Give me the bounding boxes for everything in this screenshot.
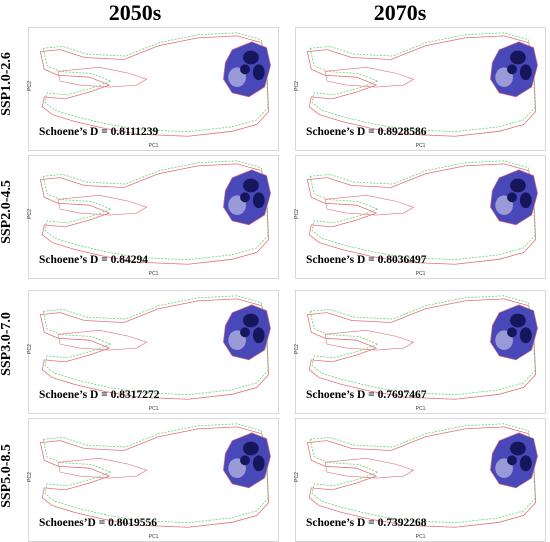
niche-density-high bbox=[507, 455, 517, 466]
schoener-d-label: Schoene’s D = 0.8036497 bbox=[306, 254, 427, 266]
row-label-ssp126: SSP1.0-2.6 bbox=[0, 52, 14, 116]
range-outline-green bbox=[309, 160, 536, 261]
niche-density-high bbox=[507, 192, 517, 203]
niche-plot bbox=[306, 295, 538, 400]
niche-density-high bbox=[507, 64, 517, 75]
range-outline-green bbox=[42, 423, 269, 524]
niche-panel: PC1 PC2 Schoene’s D = 0.8928586 bbox=[293, 27, 546, 151]
schoener-d-label: Schoene’s D = 0.8111239 bbox=[39, 126, 159, 138]
y-axis-label: PC2 bbox=[293, 344, 300, 354]
column-header-2070s: 2070s bbox=[373, 0, 427, 25]
niche-panel: PC1 PC2 Schoene’s D = 0.8111239 bbox=[26, 27, 279, 151]
x-axis-label: PC1 bbox=[148, 271, 159, 277]
x-axis-label: PC1 bbox=[415, 406, 426, 412]
inner-outline-red bbox=[324, 195, 415, 216]
y-axis-label: PC2 bbox=[293, 81, 300, 91]
inner-outline-red bbox=[57, 330, 148, 351]
x-axis-label: PC1 bbox=[148, 143, 159, 149]
x-axis-label: PC1 bbox=[415, 534, 426, 540]
x-axis-label: PC1 bbox=[415, 143, 426, 149]
range-outline-red bbox=[39, 35, 270, 137]
niche-density-high bbox=[243, 313, 259, 328]
niche-panel: PC1 PC2 Schoene’s D = 0.7697467 bbox=[293, 290, 546, 414]
niche-density-high bbox=[519, 64, 532, 81]
niche-panel: PC1 PC2 Schoene’s D = 0.8317272 bbox=[26, 290, 279, 414]
row-label-ssp245: SSP2.0-4.5 bbox=[0, 180, 14, 244]
range-outline-green bbox=[42, 160, 269, 261]
y-axis-label: PC2 bbox=[293, 472, 300, 482]
x-axis-label: PC1 bbox=[415, 271, 426, 277]
niche-panel: PC1 PC2 Schoene’s D = 0.7392268 bbox=[293, 418, 546, 542]
row-label-ssp585: SSP5.0-8.5 bbox=[0, 444, 14, 508]
niche-density-high bbox=[252, 192, 265, 209]
range-outline-green bbox=[309, 295, 536, 396]
niche-density-high bbox=[252, 64, 265, 81]
y-axis-label: PC2 bbox=[293, 209, 300, 219]
schoener-d-label: Schoene’s D = 0.7697467 bbox=[306, 389, 427, 401]
row-label-ssp370: SSP3.0-7.0 bbox=[0, 312, 14, 376]
range-outline-red bbox=[39, 426, 270, 528]
niche-density-high bbox=[510, 441, 526, 456]
niche-density-high bbox=[510, 313, 526, 328]
x-axis-label: PC1 bbox=[148, 534, 159, 540]
niche-density-high bbox=[519, 327, 532, 344]
column-header-2050s: 2050s bbox=[108, 0, 162, 25]
range-outline-red bbox=[39, 298, 270, 400]
niche-panel: PC1 PC2 Schoene’s D = 0.8036497 bbox=[293, 155, 546, 279]
y-axis-label: PC2 bbox=[26, 81, 33, 91]
y-axis-label: PC2 bbox=[26, 344, 33, 354]
schoener-d-label: Schoene’s D = 0.8928586 bbox=[306, 126, 427, 138]
schoener-d-label: Schoene’s D = 0.8317272 bbox=[39, 389, 160, 401]
niche-density-high bbox=[252, 327, 265, 344]
niche-panel: PC1 PC2 Schoenes’D = 0.8019556 bbox=[26, 418, 279, 542]
inner-outline-red bbox=[324, 67, 415, 88]
niche-density-high bbox=[243, 178, 259, 193]
niche-plot bbox=[39, 32, 271, 137]
niche-density-high bbox=[240, 455, 250, 466]
niche-plot bbox=[39, 423, 271, 528]
schoener-d-label: Schoene’s D = 0.7392268 bbox=[306, 517, 427, 529]
y-axis-label: PC2 bbox=[26, 472, 33, 482]
range-outline-red bbox=[306, 163, 537, 265]
inner-outline-red bbox=[324, 330, 415, 351]
niche-density-high bbox=[240, 327, 250, 338]
y-axis-label: PC2 bbox=[26, 209, 33, 219]
niche-density-high bbox=[240, 64, 250, 75]
schoener-d-label: Schoenes’D = 0.8019556 bbox=[39, 517, 158, 529]
niche-density-high bbox=[510, 50, 526, 65]
niche-plot bbox=[306, 32, 538, 137]
niche-density-high bbox=[243, 441, 259, 456]
range-outline-green bbox=[42, 32, 269, 133]
niche-density-high bbox=[252, 455, 265, 472]
niche-plot bbox=[39, 295, 271, 400]
range-outline-green bbox=[309, 423, 536, 524]
range-outline-red bbox=[39, 163, 270, 265]
schoener-d-label: Schoene’s D = 0.84294 bbox=[39, 254, 148, 266]
inner-outline-red bbox=[324, 458, 415, 479]
range-outline-red bbox=[306, 298, 537, 400]
niche-density-high bbox=[519, 192, 532, 209]
range-outline-red bbox=[306, 35, 537, 137]
niche-density-high bbox=[243, 50, 259, 65]
inner-outline-red bbox=[57, 195, 148, 216]
niche-plot bbox=[306, 160, 538, 265]
inner-outline-red bbox=[57, 458, 148, 479]
inner-outline-red bbox=[57, 67, 148, 88]
niche-density-high bbox=[240, 192, 250, 203]
range-outline-red bbox=[306, 426, 537, 528]
range-outline-green bbox=[42, 295, 269, 396]
x-axis-label: PC1 bbox=[148, 406, 159, 412]
niche-density-high bbox=[519, 455, 532, 472]
niche-density-high bbox=[510, 178, 526, 193]
niche-plot bbox=[306, 423, 538, 528]
niche-panel: PC1 PC2 Schoene’s D = 0.84294 bbox=[26, 155, 279, 279]
niche-plot bbox=[39, 160, 271, 265]
niche-density-high bbox=[507, 327, 517, 338]
range-outline-green bbox=[309, 32, 536, 133]
